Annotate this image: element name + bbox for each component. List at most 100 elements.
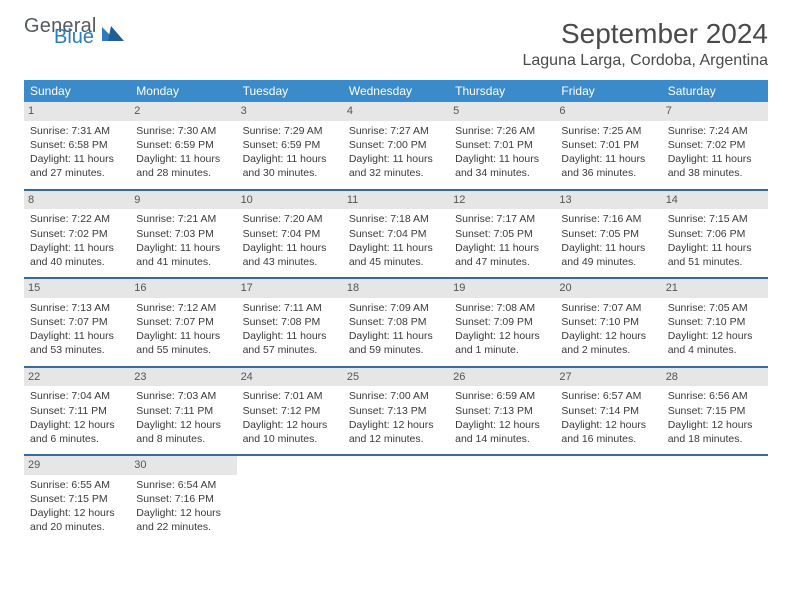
calendar-day-cell: 7Sunrise: 7:24 AMSunset: 7:02 PMDaylight… [662,102,768,190]
sunrise-text: Sunrise: 7:16 AM [561,212,655,226]
sunrise-text: Sunrise: 7:21 AM [136,212,230,226]
calendar-day-cell: 10Sunrise: 7:20 AMSunset: 7:04 PMDayligh… [237,190,343,279]
month-title: September 2024 [522,18,768,50]
day-number: 28 [662,368,768,387]
calendar-day-cell: 2Sunrise: 7:30 AMSunset: 6:59 PMDaylight… [130,102,236,190]
daylight-text: Daylight: 11 hours and 41 minutes. [136,241,230,269]
day-number: 23 [130,368,236,387]
calendar-day-cell: 21Sunrise: 7:05 AMSunset: 7:10 PMDayligh… [662,278,768,367]
day-number: 10 [237,191,343,210]
sunset-text: Sunset: 6:59 PM [136,138,230,152]
calendar-day-cell [662,455,768,543]
calendar-week-row: 1Sunrise: 7:31 AMSunset: 6:58 PMDaylight… [24,102,768,190]
calendar-day-cell: 16Sunrise: 7:12 AMSunset: 7:07 PMDayligh… [130,278,236,367]
day-number: 15 [24,279,130,298]
calendar-day-cell: 22Sunrise: 7:04 AMSunset: 7:11 PMDayligh… [24,367,130,456]
calendar-day-cell: 6Sunrise: 7:25 AMSunset: 7:01 PMDaylight… [555,102,661,190]
sunset-text: Sunset: 7:13 PM [349,404,443,418]
calendar-day-cell: 26Sunrise: 6:59 AMSunset: 7:13 PMDayligh… [449,367,555,456]
sunset-text: Sunset: 7:09 PM [455,315,549,329]
day-number: 24 [237,368,343,387]
daylight-text: Daylight: 11 hours and 36 minutes. [561,152,655,180]
weekday-header: Sunday [24,80,130,102]
weekday-header: Tuesday [237,80,343,102]
day-number: 22 [24,368,130,387]
sunset-text: Sunset: 7:08 PM [243,315,337,329]
sunrise-text: Sunrise: 6:56 AM [668,389,762,403]
calendar-day-cell: 8 Sunrise: 7:22 AMSunset: 7:02 PMDaylight… [24,190,130,279]
day-number: 26 [449,368,555,387]
sunrise-text: Sunrise: 6:59 AM [455,389,549,403]
sunset-text: Sunset: 7:01 PM [455,138,549,152]
daylight-text: Daylight: 12 hours and 1 minute. [455,329,549,357]
sunrise-text: Sunrise: 7:07 AM [561,301,655,315]
sunset-text: Sunset: 7:15 PM [30,492,124,506]
sunset-text: Sunset: 7:03 PM [136,227,230,241]
calendar-day-cell: 24Sunrise: 7:01 AMSunset: 7:12 PMDayligh… [237,367,343,456]
sunrise-text: Sunrise: 7:04 AM [30,389,124,403]
sunrise-text: Sunrise: 7:12 AM [136,301,230,315]
sunrise-text: Sunrise: 7:08 AM [455,301,549,315]
sunset-text: Sunset: 7:06 PM [668,227,762,241]
daylight-text: Daylight: 12 hours and 8 minutes. [136,418,230,446]
day-number: 2 [130,102,236,121]
sunset-text: Sunset: 7:05 PM [561,227,655,241]
day-number: 3 [237,102,343,121]
sunrise-text: Sunrise: 7:22 AM [30,212,124,226]
calendar-day-cell [449,455,555,543]
sunset-text: Sunset: 7:07 PM [30,315,124,329]
day-number: 17 [237,279,343,298]
sunset-text: Sunset: 6:58 PM [30,138,124,152]
day-number: 16 [130,279,236,298]
sunrise-text: Sunrise: 7:11 AM [243,301,337,315]
daylight-text: Daylight: 12 hours and 20 minutes. [30,506,124,534]
sunrise-text: Sunrise: 7:25 AM [561,124,655,138]
calendar-day-cell: 28Sunrise: 6:56 AMSunset: 7:15 PMDayligh… [662,367,768,456]
daylight-text: Daylight: 11 hours and 30 minutes. [243,152,337,180]
day-number: 13 [555,191,661,210]
calendar-day-cell: 13Sunrise: 7:16 AMSunset: 7:05 PMDayligh… [555,190,661,279]
calendar-week-row: 22Sunrise: 7:04 AMSunset: 7:11 PMDayligh… [24,367,768,456]
day-number: 8 [24,191,130,210]
weekday-header: Thursday [449,80,555,102]
sunset-text: Sunset: 7:04 PM [349,227,443,241]
daylight-text: Daylight: 11 hours and 43 minutes. [243,241,337,269]
sunset-text: Sunset: 7:02 PM [668,138,762,152]
daylight-text: Daylight: 11 hours and 59 minutes. [349,329,443,357]
sunset-text: Sunset: 7:00 PM [349,138,443,152]
calendar-day-cell: 1Sunrise: 7:31 AMSunset: 6:58 PMDaylight… [24,102,130,190]
sunset-text: Sunset: 7:10 PM [561,315,655,329]
calendar-day-cell: 3Sunrise: 7:29 AMSunset: 6:59 PMDaylight… [237,102,343,190]
sunset-text: Sunset: 7:08 PM [349,315,443,329]
calendar-week-row: 15 Sunrise: 7:13 AMSunset: 7:07 PM Dayligh… [24,278,768,367]
sunrise-text: Sunrise: 7:09 AM [349,301,443,315]
sunset-text: Sunset: 7:11 PM [30,404,124,418]
sunrise-text: Sunrise: 7:18 AM [349,212,443,226]
day-number: 25 [343,368,449,387]
day-number: 18 [343,279,449,298]
sunrise-text: Sunrise: 7:31 AM [30,124,124,138]
daylight-text: Daylight: 11 hours and 57 minutes. [243,329,337,357]
weekday-header: Monday [130,80,236,102]
sunset-text: Sunset: 7:02 PM [30,227,124,241]
daylight-text: Daylight: 11 hours and 47 minutes. [455,241,549,269]
daylight-text: Daylight: 12 hours and 12 minutes. [349,418,443,446]
day-number: 11 [343,191,449,210]
daylight-text: Daylight: 11 hours and 27 minutes. [30,152,124,180]
day-number: 30 [130,456,236,475]
daylight-text: Daylight: 11 hours and 55 minutes. [136,329,230,357]
sunrise-text: Sunrise: 7:00 AM [349,389,443,403]
calendar-day-cell: 15Sunrise: 7:13 AMSunset: 7:07 PMDayligh… [24,278,130,367]
sunset-text: Sunset: 7:11 PM [136,404,230,418]
sunset-text: Sunset: 6:59 PM [243,138,337,152]
sunrise-text: Sunrise: 7:26 AM [455,124,549,138]
day-number: 4 [343,102,449,121]
sunrise-text: Sunrise: 7:01 AM [243,389,337,403]
daylight-text: Daylight: 11 hours and 38 minutes. [668,152,762,180]
sunrise-text: Sunrise: 7:13 AM [30,301,124,315]
daylight-text: Daylight: 11 hours and 40 minutes. [30,241,124,269]
calendar-week-row: 8Sunrise: 7:22 AMSunset: 7:02 PMDaylight… [24,190,768,279]
day-number: 14 [662,191,768,210]
calendar-day-cell: 29Sunrise: 6:55 AMSunset: 7:15 PMDayligh… [24,455,130,543]
sunset-text: Sunset: 7:16 PM [136,492,230,506]
